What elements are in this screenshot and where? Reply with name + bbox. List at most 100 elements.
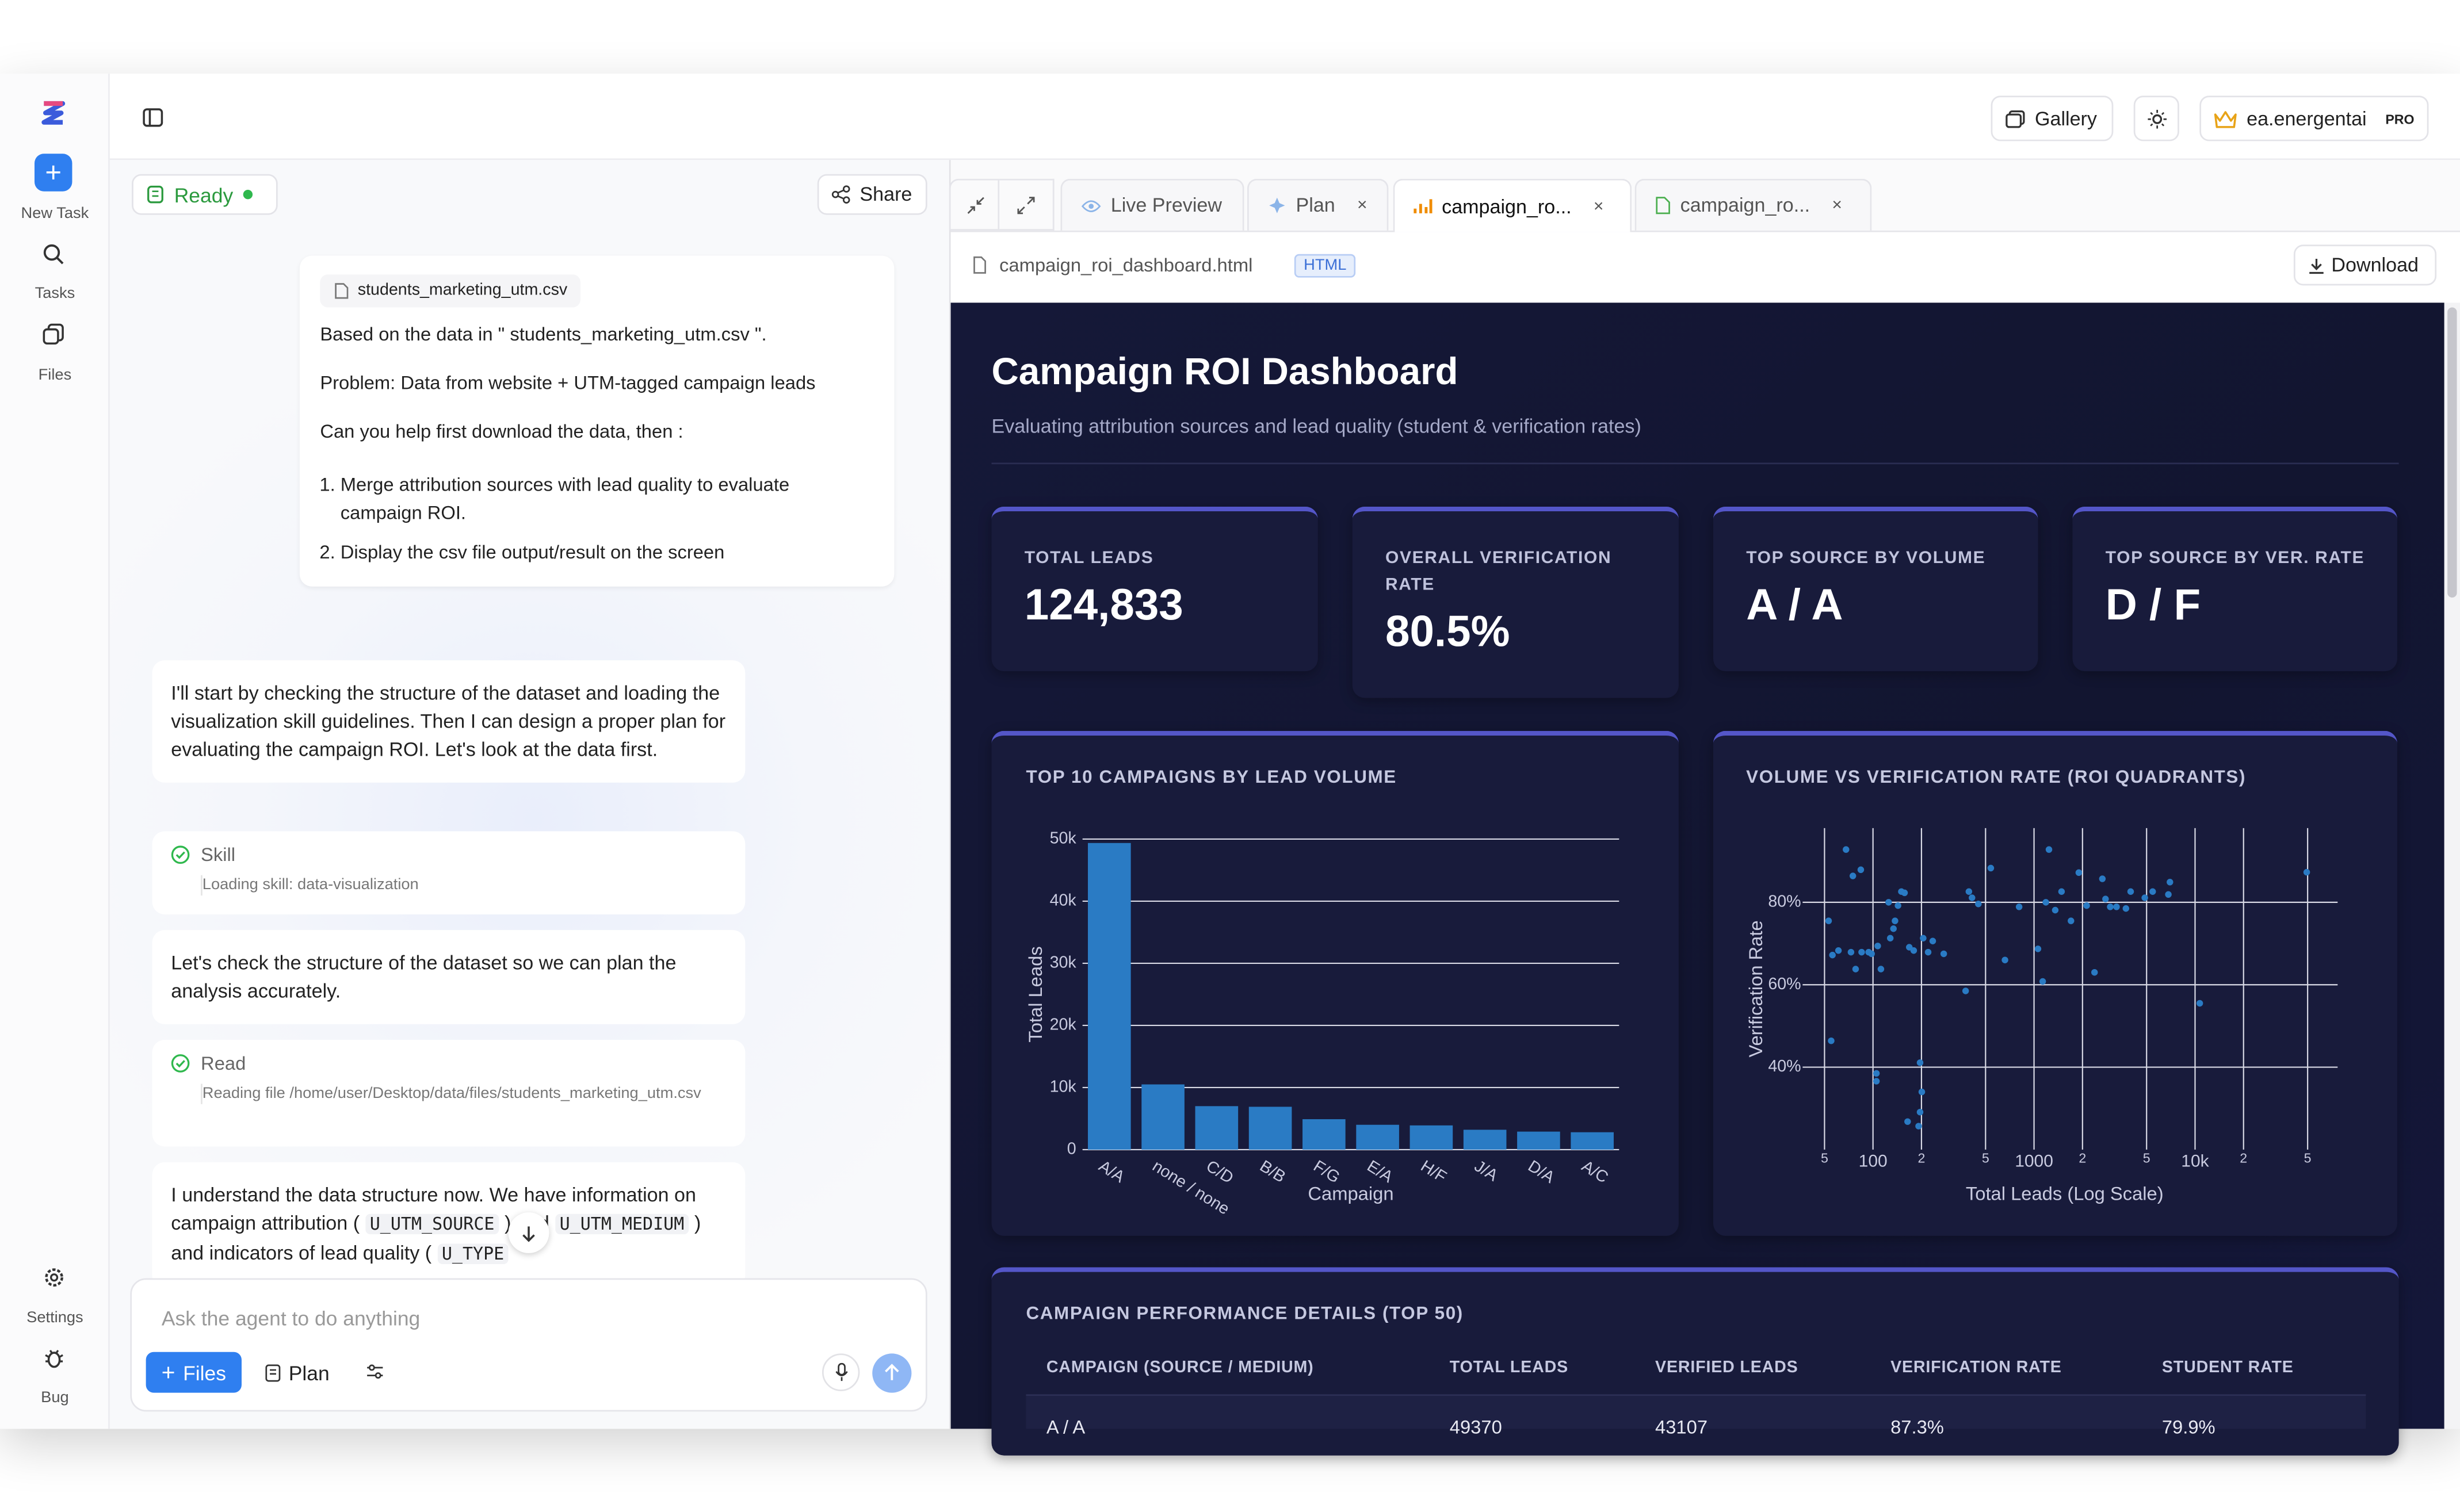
user-button[interactable]: ea.energentai PRO — [2199, 95, 2429, 141]
sidebar-label: New Task — [21, 205, 89, 223]
chart-title: VOLUME VS VERIFICATION RATE (ROI QUADRAN… — [1746, 767, 2246, 787]
x-tick-label: A/C — [1579, 1157, 1611, 1186]
table-cell: 49370 — [1449, 1416, 1502, 1438]
bar — [1248, 1107, 1292, 1150]
mic-button[interactable] — [822, 1353, 860, 1391]
theme-button[interactable] — [2133, 95, 2179, 141]
point — [1873, 1070, 1880, 1077]
clipboard-icon — [265, 1364, 281, 1382]
point — [2075, 869, 2083, 876]
files-button[interactable]: + Files — [146, 1352, 242, 1393]
point — [1886, 935, 1894, 941]
plan-icon — [1269, 197, 1285, 213]
button-label: Gallery — [2034, 107, 2097, 129]
tools-icon[interactable] — [365, 1363, 384, 1380]
search-icon[interactable] — [43, 243, 64, 265]
code: U_UTM_MEDIUM — [555, 1214, 689, 1235]
collapse-button[interactable] — [949, 178, 1000, 231]
tab[interactable]: campaign_ro... × — [1634, 178, 1872, 231]
point — [2068, 917, 2075, 924]
scroll-thumb[interactable] — [2447, 307, 2457, 598]
point — [2034, 946, 2042, 952]
scrollbar — [2444, 303, 2460, 1429]
point — [1918, 1088, 1926, 1096]
close-tab[interactable]: × — [1832, 196, 1842, 215]
message-line: Based on the data in " students_marketin… — [320, 323, 767, 345]
point — [1852, 966, 1859, 973]
bug-icon[interactable] — [44, 1348, 64, 1369]
table-header: VERIFICATION RATE — [1890, 1358, 2062, 1377]
close-tab[interactable]: × — [1593, 197, 1604, 216]
download-button[interactable]: Download — [2293, 244, 2437, 286]
step-detail: Reading file /home/user/Desktop/data/fil… — [201, 1084, 736, 1104]
kpi-card: OVERALL VERIFICATION RATE 80.5% — [1352, 506, 1679, 698]
kpi-value: D / F — [2105, 580, 2201, 629]
tab[interactable]: Live Preview — [1060, 178, 1244, 231]
sidebar-label: Bug — [41, 1389, 69, 1407]
point — [1940, 950, 1947, 958]
point — [1868, 950, 1875, 958]
point — [1825, 917, 1832, 924]
scroll-down-button[interactable] — [508, 1212, 549, 1253]
text: ) and indicators of lead quality ( — [171, 1212, 701, 1264]
expand-button[interactable] — [999, 178, 1055, 231]
point — [2083, 902, 2090, 909]
point — [1924, 948, 1932, 956]
close-tab[interactable]: × — [1357, 196, 1367, 215]
plan-button[interactable]: Plan — [265, 1352, 330, 1393]
new-task-button[interactable]: + — [34, 154, 72, 192]
message-line: Can you help first download the data, th… — [320, 420, 683, 443]
tab-active[interactable]: campaign_ro... × — [1393, 178, 1632, 232]
bar — [1571, 1132, 1614, 1150]
kpi-value: A / A — [1746, 580, 1843, 629]
status-text: Ready — [174, 182, 234, 206]
send-button[interactable] — [872, 1353, 912, 1393]
status-icon — [147, 185, 163, 204]
point — [2149, 888, 2156, 895]
agent-message: I'll start by checking the structure of … — [152, 660, 746, 783]
point — [1828, 1037, 1835, 1044]
point — [2042, 899, 2049, 906]
step-detail: Loading skill: data-visualization — [201, 875, 727, 896]
x-tick-label: 5 — [2143, 1150, 2150, 1165]
gallery-icon — [2006, 109, 2025, 128]
table-title: CAMPAIGN PERFORMANCE DETAILS (TOP 50) — [1026, 1304, 1464, 1324]
gallery-button[interactable]: Gallery — [1991, 95, 2114, 141]
bar — [1517, 1131, 1560, 1150]
chart-card — [1713, 730, 2397, 1236]
x-tick-label: D/A — [1525, 1157, 1558, 1187]
y-axis-label: Total Leads — [1025, 946, 1046, 1042]
tab-label: Live Preview — [1110, 194, 1223, 217]
point — [1962, 987, 1969, 994]
point — [1916, 1108, 1924, 1116]
point — [2102, 895, 2109, 902]
settings-icon[interactable] — [44, 1267, 64, 1287]
sidebar-toggle[interactable] — [143, 108, 163, 127]
point — [1858, 948, 1865, 956]
expand-icon — [1017, 197, 1035, 215]
point — [1965, 888, 1973, 895]
download-icon — [2309, 258, 2324, 273]
table-row — [1026, 1394, 2366, 1429]
point — [1890, 925, 1897, 932]
agent-message: Let's check the structure of the dataset… — [152, 930, 746, 1024]
x-tick-label: 2 — [1917, 1150, 1925, 1165]
point — [2091, 969, 2098, 976]
files-icon[interactable] — [43, 323, 64, 345]
share-button[interactable]: Share — [817, 174, 927, 215]
bar — [1141, 1084, 1185, 1150]
table-header: VERIFIED LEADS — [1655, 1358, 1798, 1377]
input-box[interactable]: Ask the agent to do anything + Files Plan — [130, 1278, 927, 1412]
x-tick-label: 5 — [1982, 1150, 1989, 1165]
point — [2015, 904, 2023, 910]
point — [2052, 906, 2059, 914]
kpi-value: 80.5% — [1385, 607, 1510, 656]
x-tick-label: 10k — [2181, 1152, 2209, 1171]
point — [2196, 1000, 2203, 1007]
tab[interactable]: Plan × — [1247, 178, 1389, 231]
kpi-value: 124,833 — [1024, 580, 1183, 629]
kpi-label: TOP SOURCE BY VOLUME — [1746, 549, 1986, 568]
button-label: Plan — [288, 1360, 330, 1384]
dashboard-subtitle: Evaluating attribution sources and lead … — [991, 415, 1641, 438]
